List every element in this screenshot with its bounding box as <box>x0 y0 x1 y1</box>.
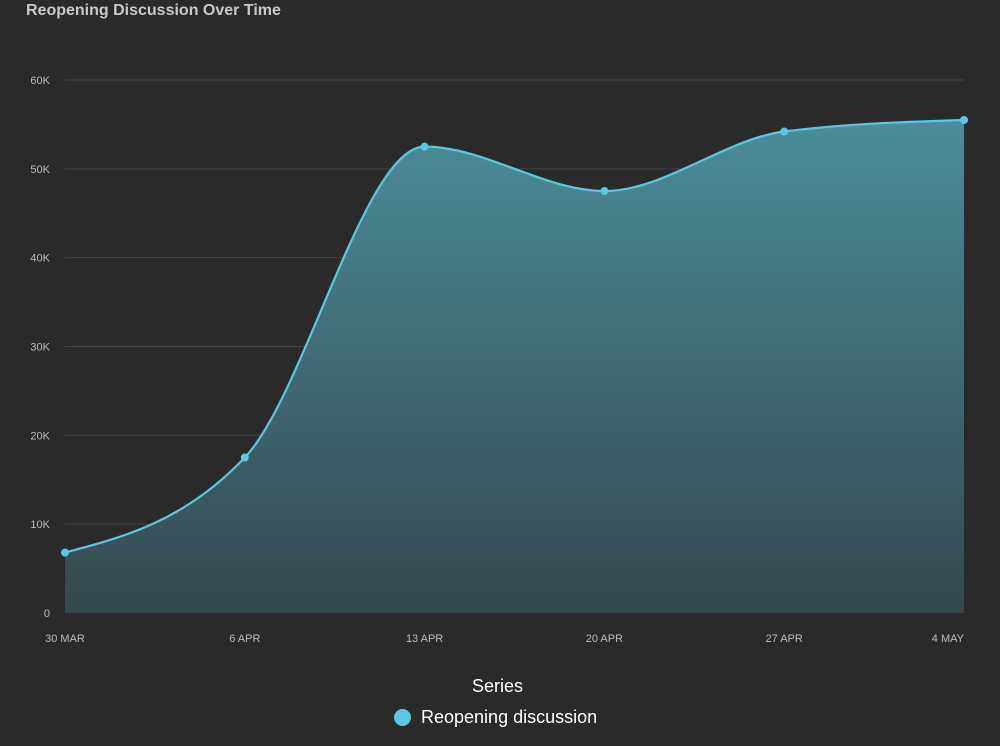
data-point[interactable] <box>420 142 429 151</box>
chart-title: Reopening Discussion Over Time <box>26 2 281 19</box>
y-tick-label: 30K <box>30 342 50 354</box>
series-area-fill <box>65 119 964 613</box>
legend-item-reopening-discussion[interactable]: Reopening discussion <box>394 707 597 728</box>
x-tick-label: 30 MAR <box>45 633 85 645</box>
y-tick-label: 0 <box>44 608 50 620</box>
data-point[interactable] <box>600 187 609 196</box>
area-chart: 0 10K 20K 30K 40K 50K 60K 30 MAR 6 APR 13 APR 20 … <box>30 75 968 645</box>
y-tick-label: 50K <box>30 164 50 176</box>
x-tick-label: 27 APR <box>766 633 803 645</box>
y-tick-label: 40K <box>30 253 50 265</box>
series-points <box>61 115 968 557</box>
data-point[interactable] <box>960 115 968 124</box>
y-axis-ticks: 0 10K 20K 30K 40K 50K 60K <box>30 75 50 620</box>
legend-title: Series <box>471 676 524 696</box>
y-tick-label: 10K <box>30 519 50 531</box>
x-tick-label: 6 APR <box>229 633 260 645</box>
legend-label: Reopening discussion <box>421 707 598 727</box>
y-tick-label: 20K <box>30 430 50 442</box>
data-point[interactable] <box>61 548 69 557</box>
data-point[interactable] <box>240 453 249 462</box>
data-point[interactable] <box>780 127 789 136</box>
y-tick-label: 60K <box>30 75 50 87</box>
legend-marker-icon <box>394 709 411 726</box>
x-tick-label: 4 MAY <box>932 633 965 645</box>
x-tick-label: 20 APR <box>586 633 623 645</box>
x-tick-label: 13 APR <box>406 633 443 645</box>
x-axis-ticks: 30 MAR 6 APR 13 APR 20 APR 27 APR 4 MAY <box>45 633 965 645</box>
